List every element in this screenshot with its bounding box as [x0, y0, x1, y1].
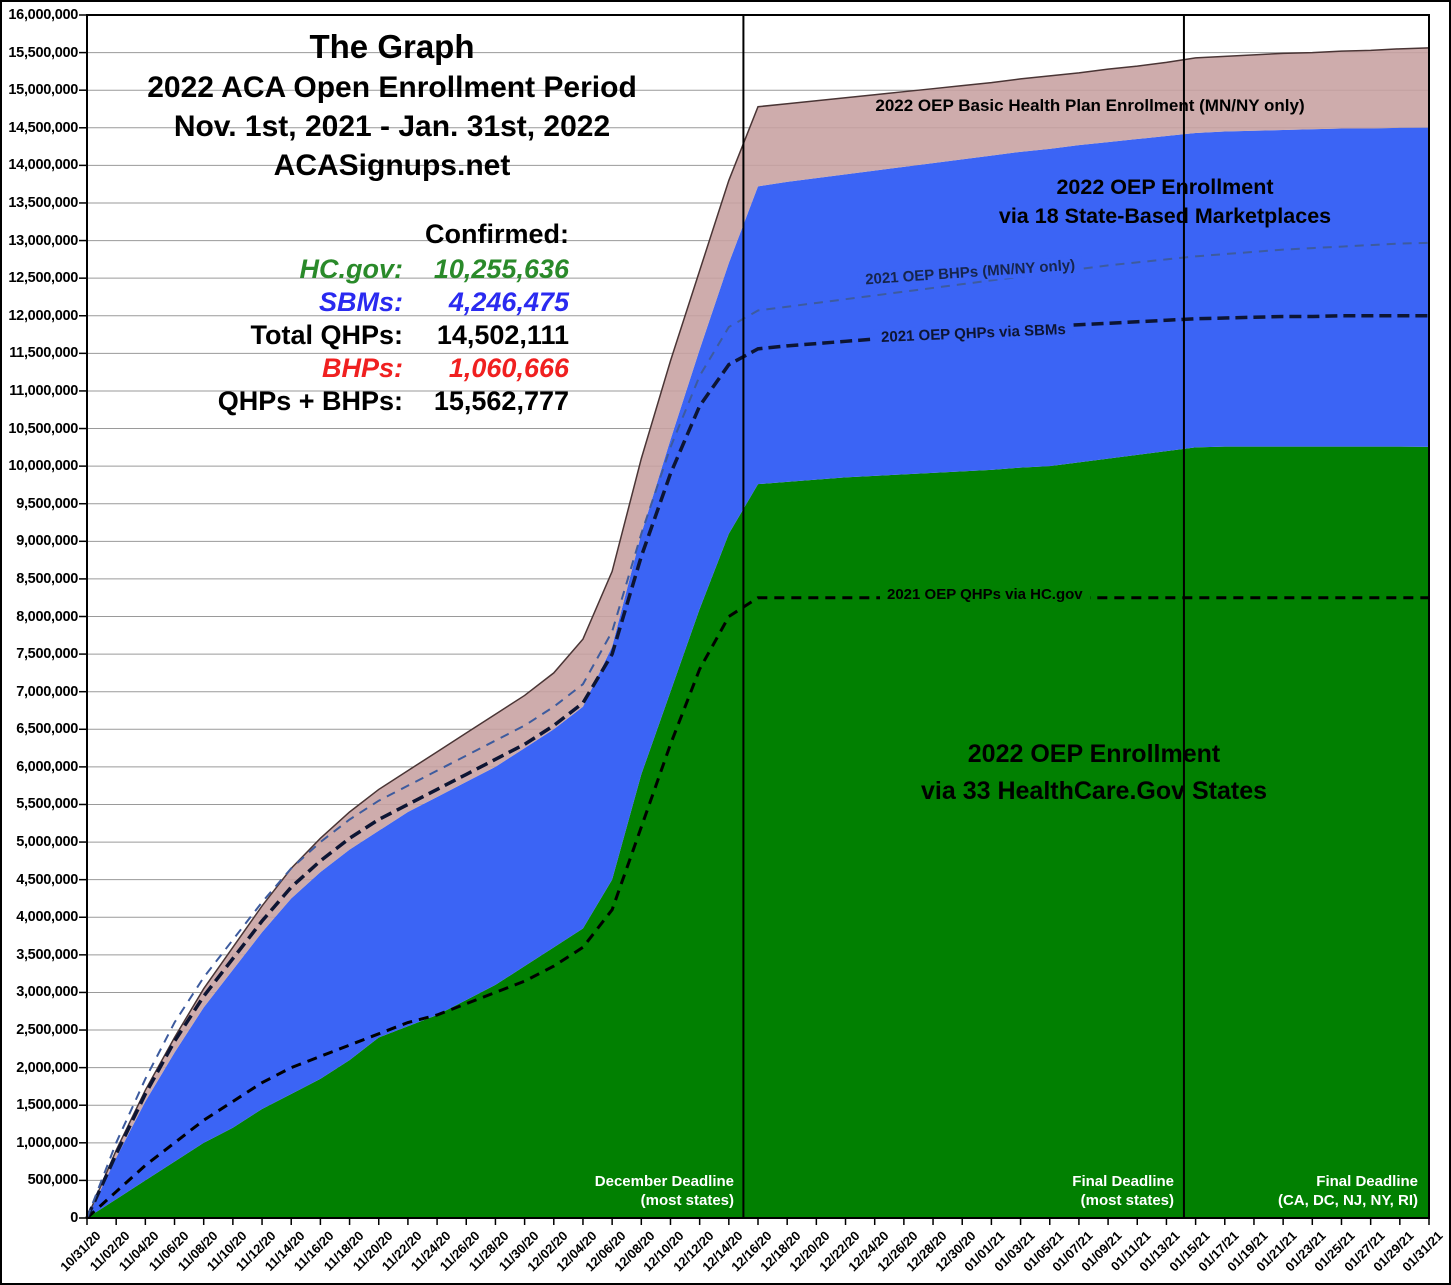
y-tick-label: 15,000,000	[8, 82, 78, 99]
y-tick-label: 3,500,000	[16, 946, 78, 963]
y-tick-label: 8,500,000	[16, 570, 78, 587]
stat-value-qhps-bhps: 15,562,777	[433, 386, 569, 416]
final-deadline-most-line1: Final Deadline	[1072, 1173, 1174, 1190]
y-tick-label: 2,500,000	[16, 1022, 78, 1039]
december-deadline-line1: December Deadline	[594, 1173, 734, 1190]
annotation-sbm-area: 2022 OEP Enrollment via 18 State-Based M…	[890, 173, 1440, 231]
stat-value-sbms: 4,246,475	[448, 287, 569, 317]
y-tick-label: 12,000,000	[8, 307, 78, 324]
y-tick-label: 10,500,000	[8, 420, 78, 437]
annotation-sbm-area-line2: via 18 State-Based Marketplaces	[998, 204, 1332, 228]
stat-label-bhps: BHPs:	[321, 353, 403, 383]
y-tick-label: 4,000,000	[16, 909, 78, 926]
y-tick-label: 11,000,000	[9, 382, 78, 399]
y-tick-label: 13,500,000	[8, 194, 78, 211]
y-tick-label: 11,500,000	[9, 345, 78, 362]
chart-date-range: Nov. 1st, 2021 - Jan. 31st, 2022	[173, 110, 611, 143]
december-deadline-label: December Deadline (most states)	[595, 1172, 734, 1210]
chart-subtitle: 2022 ACA Open Enrollment Period	[147, 71, 637, 104]
stat-label-sbms: SBMs:	[318, 287, 403, 317]
y-tick-label: 0	[70, 1210, 78, 1226]
confirmed-stats-block: Confirmed: HC.gov: 10,255,636 SBMs: 4,24…	[117, 220, 569, 416]
y-tick-label: 13,000,000	[8, 232, 78, 249]
final-deadline-ca-line2: (CA, DC, NJ, NY, RI)	[1277, 1192, 1418, 1209]
stat-label-hcgov: HC.gov:	[299, 254, 404, 284]
y-tick-label: 2,000,000	[16, 1059, 78, 1076]
y-tick-label: 4,500,000	[16, 871, 78, 888]
final-deadline-ca-line1: Final Deadline	[1316, 1173, 1418, 1190]
site-name: ACASignups.net	[273, 149, 511, 182]
y-tick-label: 16,000,000	[8, 7, 78, 23]
y-tick-label: 6,000,000	[16, 758, 78, 775]
line-2021-bhps-dashed	[86, 241, 1430, 1219]
line-2021-hcgov-dashed	[85, 596, 1429, 1220]
stat-value-bhps: 1,060,666	[448, 353, 569, 383]
y-tick-label: 6,500,000	[16, 721, 78, 738]
y-tick-label: 7,000,000	[16, 683, 78, 700]
stat-value-total-qhps: 14,502,111	[436, 320, 569, 350]
confirmed-heading: Confirmed:	[425, 219, 569, 249]
y-tick-label: 5,000,000	[16, 834, 78, 851]
y-tick-label: 1,500,000	[16, 1097, 78, 1114]
y-tick-label: 10,000,000	[8, 458, 78, 475]
y-tick-label: 14,000,000	[8, 157, 78, 174]
annotation-hcgov-area-line2: via 33 HealthCare.Gov States	[921, 777, 1267, 805]
annotation-hcgov-area-line1: 2022 OEP Enrollment	[967, 740, 1221, 768]
line-2021-qhps-sbms-dashed	[85, 314, 1429, 1219]
final-deadline-ca-label: Final Deadline (CA, DC, NJ, NY, RI)	[1278, 1172, 1418, 1210]
final-deadline-most-label: Final Deadline (most states)	[1072, 1172, 1174, 1210]
stat-value-hcgov: 10,255,636	[433, 254, 569, 284]
y-tick-label: 3,000,000	[16, 984, 78, 1001]
annotation-2021-qhps-hcgov-line: 2021 OEP QHPs via HC.gov	[880, 586, 1090, 603]
area-bhp-2022-outline	[86, 47, 1430, 1219]
y-tick-label: 500,000	[27, 1172, 79, 1189]
stat-label-total-qhps: Total QHPs:	[250, 320, 403, 350]
final-deadline-most-line2: (most states)	[1080, 1192, 1174, 1209]
y-tick-label: 7,500,000	[16, 646, 78, 663]
chart-title-block: The Graph 2022 ACA Open Enrollment Perio…	[72, 26, 712, 185]
annotation-bhp-band: 2022 OEP Basic Health Plan Enrollment (M…	[875, 96, 1305, 115]
y-tick-label: 12,500,000	[8, 270, 78, 287]
area-sbm-2022	[87, 127, 1429, 1219]
y-tick-label: 8,000,000	[16, 608, 78, 625]
y-tick-label: 1,000,000	[16, 1134, 78, 1151]
annotation-hcgov-area: 2022 OEP Enrollment via 33 HealthCare.Go…	[794, 736, 1394, 810]
y-tick-label: 5,500,000	[16, 796, 78, 813]
stat-label-qhps-bhps: QHPs + BHPs:	[217, 386, 403, 416]
december-deadline-line2: (most states)	[640, 1192, 734, 1209]
y-tick-label: 9,000,000	[16, 533, 78, 550]
y-tick-label: 9,500,000	[16, 495, 78, 512]
chart-title: The Graph	[309, 28, 475, 65]
y-tick-label: 15,500,000	[8, 44, 78, 61]
annotation-sbm-area-line1: 2022 OEP Enrollment	[1056, 175, 1274, 199]
area-hcgov-2022	[87, 446, 1429, 1218]
y-tick-label: 14,500,000	[8, 119, 78, 136]
